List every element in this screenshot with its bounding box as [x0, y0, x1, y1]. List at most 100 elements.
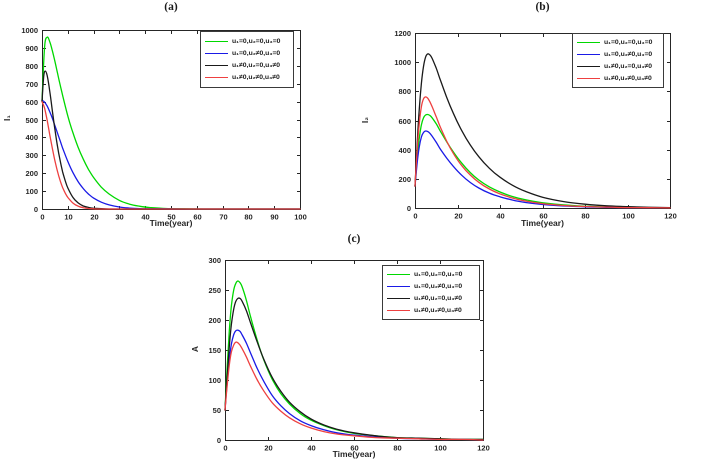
svg-text:600: 600	[398, 117, 411, 126]
svg-text:40: 40	[496, 212, 504, 221]
legend-label: u₁≠0,u₂=0,u₃≠0	[232, 62, 280, 70]
subplot-c: (c) 0 20 40 60 80 100 120 0 50 100 150 200 250 300 A …	[0, 232, 703, 472]
legend-label: u₁=0,u₂≠0,u₃=0	[414, 283, 463, 291]
y-axis-ticks-a: 0 100 200 300 400 500 600 700 800 900 1000	[21, 26, 301, 214]
subplot-b-xlabel: Time(year)	[521, 218, 564, 228]
x-axis-ticks-c: 0 20 40 60 80 100 120	[223, 260, 490, 453]
svg-text:400: 400	[25, 133, 38, 142]
subplot-c-ylabel: A	[190, 345, 201, 353]
svg-text:30: 30	[115, 213, 123, 222]
subplot-b: (b) 0 20 40 60 80 100 120 0 200 400 600 800 1000 1200…	[352, 0, 703, 232]
svg-text:10: 10	[64, 213, 72, 222]
legend-label: u₁=0,u₂≠0,u₃=0	[232, 49, 281, 57]
subplot-a-series-3	[41, 100, 301, 210]
subplot-b-series-1	[414, 130, 671, 209]
svg-text:60: 60	[350, 444, 358, 453]
legend-line-swatch	[205, 40, 228, 42]
svg-text:80: 80	[244, 213, 252, 222]
svg-text:40: 40	[307, 444, 315, 453]
series-group-b	[414, 53, 671, 209]
svg-text:20: 20	[90, 213, 98, 222]
svg-text:120: 120	[664, 212, 677, 221]
legend-label: u₁=0,u₂=0,u₃=0	[604, 39, 653, 47]
legend-label: u₁=0,u₂≠0,u₃=0	[604, 51, 653, 59]
series-group-c	[224, 280, 484, 441]
legend-item-0: u₁=0,u₂=0,u₃=0	[387, 269, 474, 281]
svg-text:1000: 1000	[394, 58, 411, 67]
legend-line-swatch	[387, 297, 410, 299]
svg-text:200: 200	[208, 316, 221, 325]
legend-label: u₁≠0,u₂=0,u₃≠0	[604, 62, 652, 70]
legend-item-1: u₁=0,u₂≠0,u₃=0	[205, 47, 288, 59]
svg-text:300: 300	[208, 256, 221, 265]
legend-line-swatch	[577, 42, 600, 44]
subplot-b-ylabel: I₂	[360, 116, 371, 124]
legend-item-1: u₁=0,u₂≠0,u₃=0	[387, 281, 474, 293]
legend-label: u₁≠0,u₂≠0,u₃≠0	[414, 306, 462, 314]
subplot-a-title: (a)	[164, 1, 178, 13]
subplot-c-xlabel: Time(year)	[332, 449, 376, 459]
legend-label: u₁≠0,u₂≠0,u₃≠0	[232, 74, 280, 82]
svg-text:600: 600	[25, 98, 38, 107]
legend-item-1: u₁=0,u₂≠0,u₃=0	[577, 49, 658, 61]
svg-text:0: 0	[34, 205, 38, 214]
svg-text:800: 800	[398, 87, 411, 96]
legend-label: u₁=0,u₂=0,u₃=0	[232, 37, 281, 45]
svg-text:200: 200	[25, 169, 38, 178]
svg-text:150: 150	[208, 346, 221, 355]
legend-line-swatch	[577, 54, 600, 56]
svg-text:700: 700	[25, 80, 38, 89]
svg-text:70: 70	[219, 213, 227, 222]
legend-item-3: u₁≠0,u₂≠0,u₃≠0	[387, 304, 474, 316]
legend-label: u₁≠0,u₂≠0,u₃≠0	[604, 74, 652, 82]
svg-text:40: 40	[141, 213, 149, 222]
subplot-a-xlabel: Time(year)	[149, 218, 193, 228]
svg-text:20: 20	[454, 212, 462, 221]
subplot-b-legend: u₁=0,u₂=0,u₃=0 u₁=0,u₂≠0,u₃=0 u₁≠0,u₂=0,u₃…	[572, 33, 664, 88]
svg-text:0: 0	[217, 436, 221, 445]
subplot-c-series-2	[224, 297, 484, 441]
svg-text:50: 50	[213, 406, 221, 415]
subplot-a: (a) 0 10 20 30 40 50 60 70 80 90 100 0 100 200 300 400 5…	[0, 0, 352, 232]
svg-text:90: 90	[270, 213, 278, 222]
svg-text:0: 0	[40, 213, 44, 222]
svg-text:80: 80	[581, 212, 589, 221]
svg-text:100: 100	[208, 376, 221, 385]
svg-text:100: 100	[434, 444, 447, 453]
svg-text:80: 80	[393, 444, 401, 453]
subplot-b-title: (b)	[535, 1, 550, 13]
svg-text:900: 900	[25, 44, 38, 53]
svg-text:100: 100	[294, 213, 307, 222]
legend-item-2: u₁≠0,u₂=0,u₃≠0	[387, 293, 474, 305]
legend-label: u₁=0,u₂=0,u₃=0	[414, 271, 463, 279]
y-axis-ticks-b: 0 200 400 600 800 1000 1200	[394, 29, 671, 213]
legend-item-2: u₁≠0,u₂=0,u₃≠0	[577, 61, 658, 73]
svg-text:500: 500	[25, 116, 38, 125]
subplot-a-series-2	[41, 70, 301, 210]
subplot-a-legend: u₁=0,u₂=0,u₃=0 u₁=0,u₂≠0,u₃=0 u₁≠0,u₂=0,u₃…	[200, 31, 294, 88]
legend-line-swatch	[205, 52, 228, 54]
subplot-c-plot: 0 20 40 60 80 100 120 0 50 100 150 200 250 300	[208, 256, 490, 453]
legend-line-swatch	[387, 286, 410, 288]
legend-line-swatch	[387, 274, 410, 276]
svg-text:0: 0	[407, 204, 411, 213]
legend-item-2: u₁≠0,u₂=0,u₃≠0	[205, 60, 288, 72]
legend-item-0: u₁=0,u₂=0,u₃=0	[205, 35, 288, 47]
svg-text:100: 100	[622, 212, 635, 221]
svg-text:300: 300	[25, 151, 38, 160]
series-group-a	[41, 36, 301, 210]
legend-item-3: u₁≠0,u₂≠0,u₃≠0	[205, 72, 288, 84]
svg-text:0: 0	[413, 212, 417, 221]
svg-text:20: 20	[264, 444, 272, 453]
subplot-b-series-0	[414, 113, 671, 209]
svg-text:200: 200	[398, 175, 411, 184]
legend-line-swatch	[387, 309, 410, 311]
subplot-b-series-2	[414, 53, 671, 209]
svg-text:0: 0	[223, 444, 227, 453]
svg-text:60: 60	[539, 212, 547, 221]
svg-text:800: 800	[25, 62, 38, 71]
svg-text:1200: 1200	[394, 29, 411, 38]
svg-text:250: 250	[208, 286, 221, 295]
